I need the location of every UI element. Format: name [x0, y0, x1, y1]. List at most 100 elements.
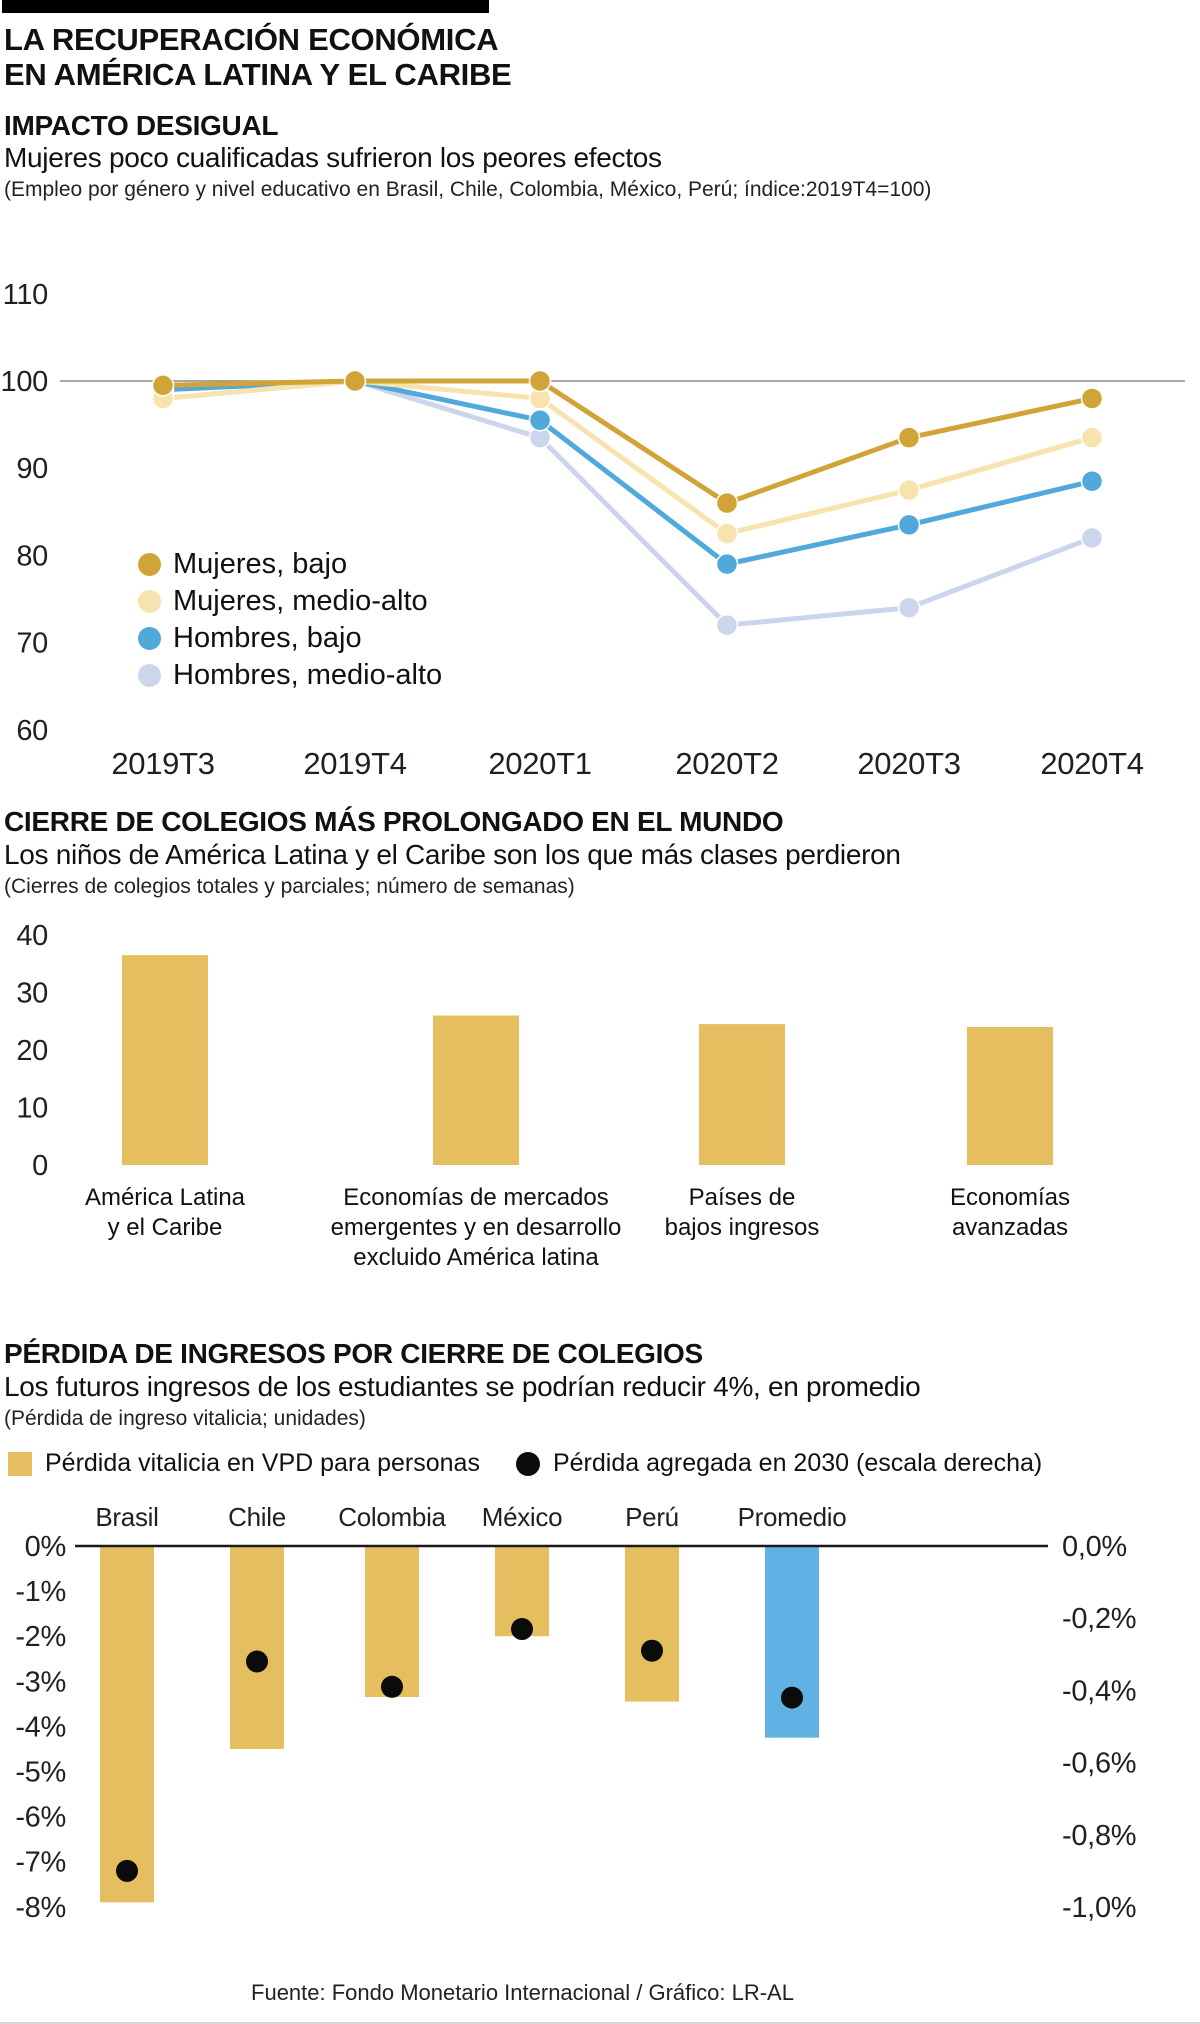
chart1-note: (Empleo por género y nivel educativo en …: [4, 178, 932, 201]
left-axis-tick-label: -8%: [15, 1892, 66, 1924]
y-axis-tick-label: 20: [16, 1035, 48, 1067]
left-axis-tick-label: -1%: [15, 1576, 66, 1608]
x-axis-tick-label: 2020T3: [857, 746, 960, 781]
left-axis-tick-label: -5%: [15, 1757, 66, 1789]
bar-am-rica-latina: [122, 955, 208, 1165]
legend-label: Pérdida agregada en 2030 (escala derecha…: [552, 1449, 1043, 1477]
y-axis-tick-label: 40: [16, 920, 48, 952]
data-point-mujeres-bajo: [343, 369, 367, 393]
left-axis-tick-label: -3%: [15, 1666, 66, 1698]
y-axis-tick-label: 100: [1, 366, 49, 398]
legend-dot-hombres-medio-alto: [138, 664, 161, 687]
data-point-hombres-medio-alto: [897, 596, 921, 619]
x-axis-tick-label: 2020T1: [488, 746, 591, 781]
line-series-hombres-bajo: [160, 378, 1095, 567]
left-axis-tick-label: -4%: [15, 1711, 66, 1743]
left-axis-tick-label: -6%: [15, 1802, 66, 1834]
data-point-mujeres-bajo: [715, 491, 739, 515]
legend-label: Mujeres, medio-alto: [173, 585, 428, 617]
chart1-title: IMPACTO DESIGUAL: [4, 110, 279, 141]
y-axis-tick-label: 90: [16, 453, 48, 485]
category-label-m-xico: México: [482, 1502, 563, 1532]
dot-brasil: [116, 1859, 138, 1882]
bar-brasil: [100, 1546, 154, 1903]
chart2-note: (Cierres de colegios totales y parciales…: [4, 875, 575, 898]
school-closures-bar-chart: 40 30 20 10 0: [16, 920, 1053, 1182]
y-axis-tick-label: 70: [16, 628, 48, 660]
category-label-per: Perú: [625, 1502, 679, 1532]
chart2-category-label: América Latina y el Caribe: [84, 1184, 246, 1241]
main-title: LA RECUPERACIÓN ECONÓMICA EN AMÉRICA LAT…: [4, 22, 512, 92]
chart2-category-label: Economías de mercados emergentes y en de…: [330, 1184, 622, 1271]
category-label-promedio: Promedio: [738, 1502, 847, 1532]
chart3-note: (Pérdida de ingreso vitalicia; unidades): [4, 1407, 366, 1430]
income-loss-chart: Brasil Chile Colombia México Perú Promedio 0% -…: [15, 1502, 1136, 1924]
bar-econom-as-de-mercados: [433, 1015, 519, 1165]
data-point-hombres-medio-alto: [715, 613, 739, 637]
data-point-mujeres-bajo: [528, 369, 552, 393]
chart3-subtitle: Los futuros ingresos de los estudiantes …: [4, 1371, 921, 1402]
line-series-mujeres-bajo: [160, 378, 1095, 506]
left-axis-tick-label: -7%: [15, 1847, 66, 1879]
legend-square-marker: [8, 1451, 32, 1476]
data-point-hombres-bajo: [897, 513, 921, 537]
legend-item: Mujeres, bajo: [138, 546, 442, 583]
data-point-hombres-bajo: [715, 552, 739, 576]
chart3-title: PÉRDIDA DE INGRESOS POR CIERRE DE COLEGI…: [4, 1338, 703, 1369]
left-axis-tick-label: -2%: [15, 1621, 66, 1653]
bar-per: [625, 1546, 679, 1702]
dot-per: [641, 1639, 663, 1662]
dot-chile: [246, 1650, 268, 1673]
data-point-hombres-medio-alto: [1080, 526, 1104, 550]
chart2-subtitle: Los niños de América Latina y el Caribe …: [4, 839, 901, 870]
right-axis-tick-label: -1,0%: [1062, 1892, 1136, 1924]
data-point-hombres-bajo: [528, 408, 552, 432]
bar-chile: [230, 1546, 284, 1749]
bar-promedio: [765, 1546, 819, 1738]
bar-pa-ses-de: [699, 1024, 785, 1165]
y-axis-tick-label: 0: [32, 1150, 48, 1182]
top-black-bar: [2, 0, 489, 13]
category-label-chile: Chile: [228, 1502, 286, 1532]
legend-dot-hombres-bajo: [138, 627, 161, 650]
dot-promedio: [781, 1686, 803, 1709]
y-axis-tick-label: 60: [16, 715, 48, 747]
left-axis-tick-label: 0%: [25, 1531, 66, 1563]
legend-item: Hombres, medio-alto: [138, 657, 442, 694]
data-point-mujeres-medio-alto: [715, 522, 739, 545]
data-point-mujeres-bajo: [897, 426, 921, 449]
right-axis-tick-label: 0,0%: [1062, 1531, 1127, 1563]
category-label-colombia: Colombia: [338, 1502, 446, 1532]
x-axis-tick-label: 2020T4: [1040, 746, 1143, 781]
right-axis-tick-label: -0,8%: [1062, 1820, 1136, 1852]
y-axis-tick-label: 10: [16, 1093, 48, 1125]
chart2-title: CIERRE DE COLEGIOS MÁS PROLONGADO EN EL …: [4, 806, 784, 837]
data-point-mujeres-bajo: [1080, 387, 1104, 410]
line-series-mujeres-medio-alto: [160, 378, 1095, 537]
legend-label: Hombres, bajo: [173, 622, 362, 654]
dot-colombia: [381, 1675, 403, 1698]
legend-dot-mujeres-medio-alto: [138, 590, 161, 613]
right-axis-tick-label: -0,6%: [1062, 1748, 1136, 1780]
source-credit: Fuente: Fondo Monetario Internacional / …: [251, 1980, 794, 2005]
chart1-subtitle: Mujeres poco cualificadas sufrieron los …: [4, 142, 662, 173]
legend-label: Pérdida vitalicia en VPD para personas: [45, 1449, 480, 1477]
chart3-legend: Pérdida vitalicia en VPD para personas P…: [8, 1449, 1042, 1478]
legend-item: Mujeres, medio-alto: [138, 583, 442, 620]
legend-dot-mujeres-bajo: [138, 553, 161, 576]
bar-econom-as: [967, 1027, 1053, 1165]
right-axis-tick-label: -0,4%: [1062, 1675, 1136, 1707]
data-point-mujeres-bajo: [151, 374, 175, 397]
data-point-mujeres-medio-alto: [897, 478, 921, 502]
data-point-hombres-bajo: [1080, 470, 1104, 493]
bar-colombia: [365, 1546, 419, 1698]
chart1-legend: Mujeres, bajo Mujeres, medio-alto Hombre…: [138, 546, 442, 694]
data-point-mujeres-medio-alto: [1080, 426, 1104, 449]
employment-line-chart: 110 100 90 80 70 60 2019T3 2019T4 2020T1 2020T2 20…: [1, 279, 1185, 781]
legend-item: Hombres, bajo: [138, 620, 442, 657]
x-axis-tick-label: 2019T3: [111, 746, 214, 781]
dot-m-xico: [511, 1618, 533, 1641]
legend-label: Mujeres, bajo: [173, 548, 348, 580]
chart2-category-label: Países de bajos ingresos: [664, 1184, 820, 1241]
